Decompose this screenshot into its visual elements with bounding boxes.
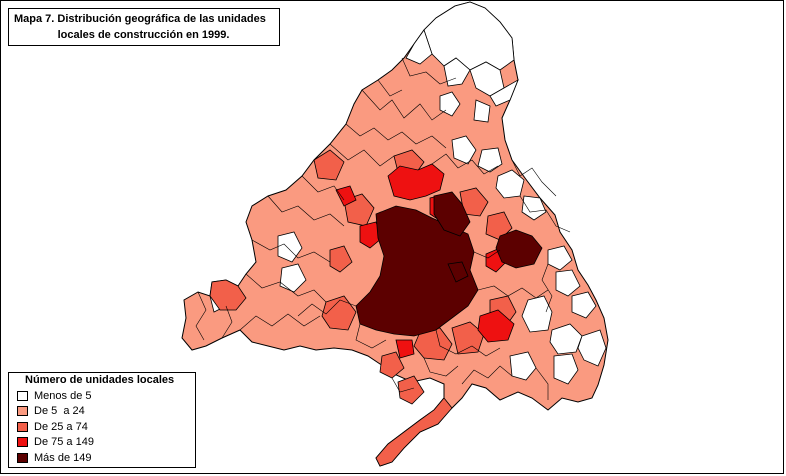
high-zone	[335, 163, 515, 359]
legend: Número de unidades locales Menos de 5 De…	[8, 372, 196, 468]
legend-label: De 75 a 149	[34, 436, 94, 448]
legend-item-de-25-a-74: De 25 a 74	[17, 420, 88, 434]
legend-swatch	[17, 437, 28, 447]
map-title-line1: Mapa 7. Distribución geográfica de las u…	[14, 13, 266, 25]
metro-zone	[355, 191, 543, 337]
legend-label: Más de 149	[34, 452, 92, 464]
legend-label: Menos de 5	[34, 390, 92, 402]
map-title-box: Mapa 7. Distribución geográfica de las u…	[8, 8, 280, 46]
legend-label: De 5 a 24	[34, 405, 85, 417]
north-white-zone	[405, 1, 547, 221]
municipal-boundaries	[195, 57, 571, 400]
legend-title: Número de unidades locales	[25, 374, 175, 386]
legend-item-de-5-a-24: De 5 a 24	[17, 404, 85, 418]
legend-swatch	[17, 422, 28, 432]
legend-item-menos-de-5: Menos de 5	[17, 389, 91, 403]
legend-item-mas-de-149: Más de 149	[17, 451, 91, 465]
legend-item-de-75-a-149: De 75 a 149	[17, 435, 94, 449]
legend-swatch	[17, 406, 28, 416]
map-title-line2: locales de construcción en 1999.	[57, 29, 230, 41]
legend-swatch	[17, 391, 28, 401]
east-white-zone	[509, 245, 607, 385]
legend-swatch	[17, 453, 28, 463]
legend-label: De 25 a 74	[34, 421, 88, 433]
